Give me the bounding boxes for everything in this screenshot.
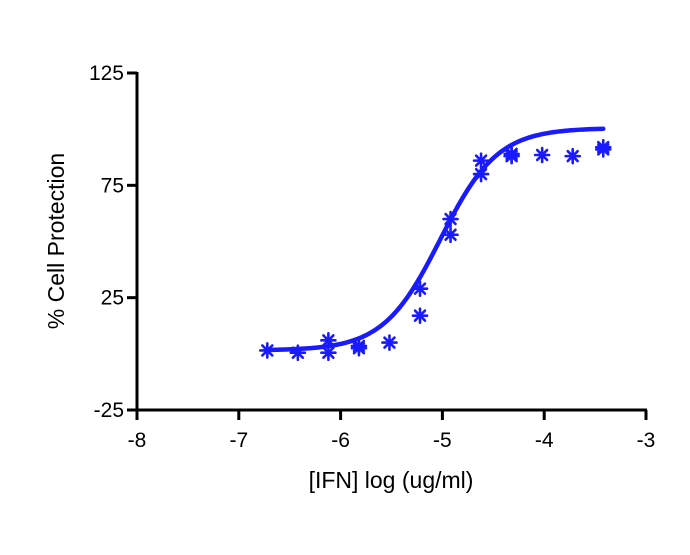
data-point [381,334,398,351]
data-point [594,138,612,156]
data-point [564,147,582,165]
tick-marks [127,71,648,420]
data-point [472,165,490,183]
data-point [503,145,520,163]
data-point [320,344,337,362]
data-point [442,210,459,228]
y-tick-label: -25 [94,399,124,422]
x-tick-label: -6 [331,429,350,452]
data-point [411,280,429,297]
tick-labels: -8 -7 -6 -5 -4 -3 -25 25 75 125 [89,62,655,452]
y-tick-label: 25 [101,287,124,310]
axes [135,72,647,412]
data-point [258,342,276,359]
fit-curve [265,126,606,353]
data-point [533,146,551,164]
x-axis-label: [IFN] log (ug/ml) [309,467,474,493]
x-tick-label: -7 [229,429,248,452]
y-tick-label: 75 [101,174,124,197]
data-point [472,152,490,169]
data-points [258,138,612,362]
data-point [411,307,429,324]
x-tick-label: -8 [128,429,147,452]
x-tick-label: -5 [433,429,452,452]
y-axis-label: % Cell Protection [43,153,69,329]
data-point [289,344,307,362]
data-point [320,332,337,349]
data-point [442,226,459,244]
x-tick-label: -4 [535,429,554,452]
y-tick-label: 125 [89,62,124,85]
x-tick-label: -3 [637,429,656,452]
data-point [350,337,368,355]
